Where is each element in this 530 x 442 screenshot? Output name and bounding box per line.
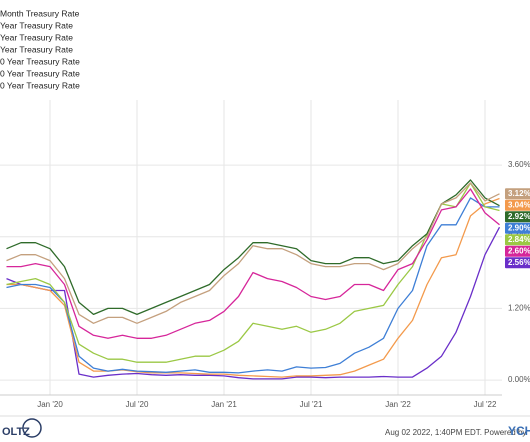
legend-entry: Year Treasury Rate	[0, 20, 73, 30]
legend-entry: Year Treasury Rate	[0, 32, 73, 42]
plot	[0, 100, 502, 396]
logo-mark	[22, 418, 42, 438]
end-label-badge	[505, 199, 530, 211]
x-tick-label: Jul '21	[300, 400, 323, 409]
end-label-badge	[505, 234, 530, 246]
legend-entry: 0 Year Treasury Rate	[0, 80, 80, 90]
footer-timestamp: Aug 02 2022, 1:40PM EDT. Powered by	[385, 428, 526, 437]
series-line	[6, 182, 500, 324]
legend-entry: 0 Year Treasury Rate	[0, 56, 80, 66]
series-line	[6, 226, 501, 380]
end-label-badge	[505, 188, 530, 200]
end-label: 2.84%	[508, 235, 530, 244]
x-tick-label: Jan '20	[37, 400, 63, 409]
end-label: 2.92%	[508, 212, 530, 221]
end-label: 2.90%	[508, 223, 530, 232]
legend-entry: Month Treasury Rate	[0, 8, 80, 18]
series-line	[6, 197, 500, 374]
end-label: 2.56%	[508, 258, 530, 267]
footer-brand: YCHA	[508, 424, 530, 438]
y-tick-label: 1.20%	[508, 304, 530, 313]
end-label-badge	[505, 222, 530, 234]
end-label: 2.60%	[508, 246, 530, 255]
legend-entry: 0 Year Treasury Rate	[0, 68, 80, 78]
x-tick-label: Jan '21	[211, 400, 237, 409]
legend-entry: Year Treasury Rate	[0, 44, 73, 54]
end-label-badge	[505, 211, 530, 223]
series-line	[6, 197, 500, 378]
x-tick-label: Jul '22	[474, 400, 497, 409]
x-tick-label: Jan '22	[385, 400, 411, 409]
series-line	[6, 179, 500, 316]
logo: OLTZ	[2, 426, 30, 438]
y-tick-label: 3.60%	[508, 160, 530, 169]
end-label: 3.04%	[508, 200, 530, 209]
end-label-badge	[505, 245, 530, 257]
end-label: 3.12%	[508, 189, 530, 198]
y-tick-label: 0.00%	[508, 375, 530, 384]
x-tick-label: Jul '20	[126, 400, 149, 409]
series-line	[6, 188, 500, 339]
end-label-badge	[505, 257, 530, 269]
